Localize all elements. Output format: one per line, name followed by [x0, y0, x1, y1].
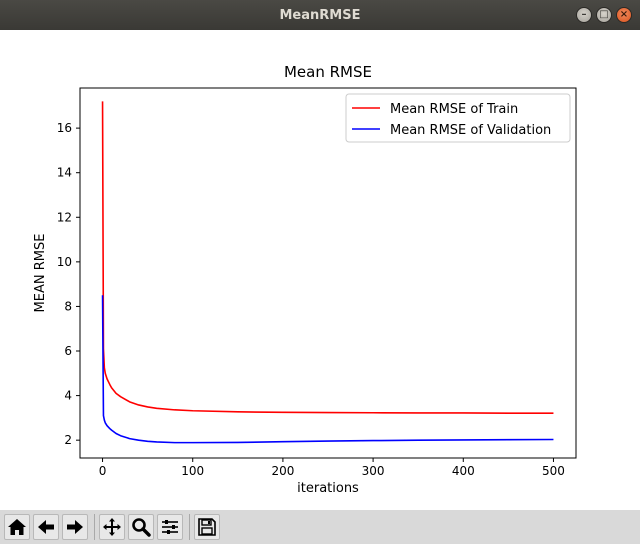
- x-axis-label: iterations: [297, 481, 359, 496]
- save-icon: [198, 518, 216, 536]
- window-controls: – □ ×: [576, 7, 632, 23]
- series-line-1: [101, 295, 554, 444]
- x-tick-label: 0: [99, 464, 107, 478]
- chart-title: Mean RMSE: [284, 63, 372, 81]
- x-tick-label: 400: [452, 464, 475, 478]
- navigation-toolbar: [0, 510, 640, 544]
- toolbar-separator: [189, 514, 190, 540]
- y-axis-label: MEAN RMSE: [33, 234, 48, 313]
- series-line-0: [101, 101, 554, 415]
- legend-box: [345, 93, 571, 143]
- legend-label: Mean RMSE of Train: [390, 102, 518, 117]
- y-tick-label: 2: [64, 433, 72, 447]
- configure-subplots-icon: [162, 520, 178, 534]
- save-button[interactable]: [194, 514, 220, 540]
- home-icon: [8, 519, 26, 535]
- forward-arrow-icon: [67, 520, 83, 534]
- zoom-icon: [132, 518, 151, 537]
- pan-button[interactable]: [99, 514, 125, 540]
- axes: 0 100 200 300 400 500 2 4 6 8 10 12 14 16 Mean RMSE ite…: [33, 63, 577, 496]
- configure-subplots-button[interactable]: [157, 514, 183, 540]
- maximize-button[interactable]: □: [596, 7, 612, 23]
- zoom-button[interactable]: [128, 514, 154, 540]
- y-tick-label: 4: [64, 389, 72, 403]
- y-tick-label: 16: [57, 121, 72, 135]
- back-arrow-icon: [38, 520, 54, 534]
- close-button[interactable]: ×: [616, 7, 632, 23]
- y-tick-label: 14: [57, 166, 72, 180]
- toolbar-separator: [94, 514, 95, 540]
- y-tick-label: 10: [57, 255, 72, 269]
- x-tick-label: 100: [181, 464, 204, 478]
- figure-canvas[interactable]: 0 100 200 300 400 500 2 4 6 8 10 12 14 16 Mean RMSE ite…: [0, 30, 640, 510]
- x-tick-label: 300: [362, 464, 385, 478]
- plot-background: [80, 88, 576, 458]
- minimize-button[interactable]: –: [576, 7, 592, 23]
- y-tick-label: 12: [57, 210, 72, 224]
- x-tick-label: 500: [542, 464, 565, 478]
- window-titlebar[interactable]: MeanRMSE – □ ×: [0, 0, 640, 30]
- chart-svg: 0 100 200 300 400 500 2 4 6 8 10 12 14 16 Mean RMSE ite…: [33, 63, 577, 496]
- legend-label: Mean RMSE of Validation: [390, 123, 551, 138]
- axes-frame: [79, 87, 577, 459]
- y-tick-label: 8: [64, 299, 72, 313]
- home-button[interactable]: [4, 514, 30, 540]
- y-tick-label: 6: [64, 344, 72, 358]
- back-button[interactable]: [33, 514, 59, 540]
- pan-icon: [103, 518, 121, 536]
- x-tick-label: 200: [271, 464, 294, 478]
- forward-button[interactable]: [62, 514, 88, 540]
- window-title: MeanRMSE: [279, 7, 361, 23]
